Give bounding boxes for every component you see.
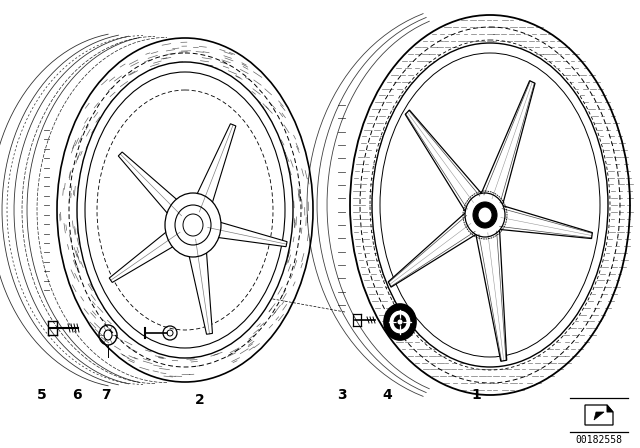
Ellipse shape	[77, 62, 293, 358]
Ellipse shape	[372, 43, 608, 367]
Polygon shape	[405, 110, 482, 211]
Text: 7: 7	[101, 388, 111, 402]
Ellipse shape	[384, 304, 416, 340]
Text: 1: 1	[471, 388, 481, 402]
Text: 4: 4	[382, 388, 392, 402]
Polygon shape	[476, 231, 507, 361]
Polygon shape	[190, 124, 236, 215]
Polygon shape	[607, 405, 613, 412]
Ellipse shape	[478, 207, 492, 223]
Ellipse shape	[465, 193, 505, 237]
Polygon shape	[499, 206, 593, 239]
Polygon shape	[118, 152, 188, 222]
Polygon shape	[109, 225, 185, 282]
Text: 2: 2	[195, 393, 205, 407]
Ellipse shape	[397, 319, 403, 325]
Polygon shape	[594, 412, 604, 420]
Text: 3: 3	[337, 388, 347, 402]
Text: 5: 5	[37, 388, 47, 402]
Ellipse shape	[473, 202, 497, 228]
Polygon shape	[388, 213, 477, 287]
Text: 6: 6	[72, 388, 82, 402]
Polygon shape	[481, 81, 535, 204]
Text: 00182558: 00182558	[575, 435, 623, 445]
Polygon shape	[206, 219, 287, 247]
Ellipse shape	[175, 205, 211, 245]
Ellipse shape	[165, 193, 221, 257]
Polygon shape	[186, 238, 212, 334]
Ellipse shape	[394, 315, 406, 329]
Ellipse shape	[389, 310, 411, 334]
